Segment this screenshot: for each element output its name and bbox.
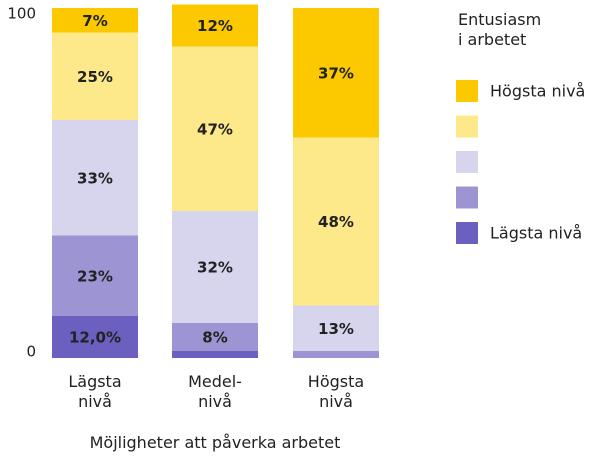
bar-segment <box>293 137 379 306</box>
legend-label: Högsta nivå <box>490 82 585 101</box>
x-axis-title: Möjligheter att påverka arbetet <box>89 433 341 452</box>
value-label: 23% <box>77 267 113 285</box>
bar-segment <box>52 235 138 316</box>
bar-segment <box>293 305 379 351</box>
bar-segment <box>52 316 138 358</box>
value-label: 37% <box>318 64 354 82</box>
value-label: 13% <box>318 320 354 338</box>
legend-title: Entusiasm i arbetet <box>458 10 542 49</box>
value-label: 12% <box>197 17 233 35</box>
value-label: 8% <box>202 329 227 347</box>
legend-swatch <box>456 80 478 102</box>
value-label: 33% <box>77 169 113 187</box>
bar-segment <box>172 323 258 351</box>
x-tick-label: Lägsta nivå <box>68 372 122 411</box>
bar-segment <box>172 351 258 358</box>
bar-segment <box>52 32 138 120</box>
value-label: 48% <box>318 213 354 231</box>
value-label: 7% <box>82 12 107 30</box>
value-label: 47% <box>197 120 233 138</box>
y-tick-label: 100 <box>7 5 36 23</box>
value-label: 12,0% <box>69 329 121 347</box>
bar-segment <box>293 351 379 358</box>
bar-segment <box>52 8 138 33</box>
legend-swatch <box>456 115 478 138</box>
value-label: 32% <box>197 259 233 277</box>
bar-segment <box>52 120 138 236</box>
bar-segment <box>172 211 258 323</box>
legend-swatch <box>456 186 478 209</box>
legend-swatch <box>456 151 478 173</box>
x-tick-label: Medel- nivå <box>188 372 242 411</box>
value-label: 25% <box>77 68 113 86</box>
legend-swatch <box>456 222 478 244</box>
y-tick-label: 0 <box>26 343 36 361</box>
bar-segment <box>172 46 258 211</box>
bar-segment <box>293 8 379 138</box>
legend-label: Lägsta nivå <box>490 224 582 243</box>
x-tick-label: Högsta nivå <box>307 372 365 411</box>
bar-segment <box>172 4 258 47</box>
